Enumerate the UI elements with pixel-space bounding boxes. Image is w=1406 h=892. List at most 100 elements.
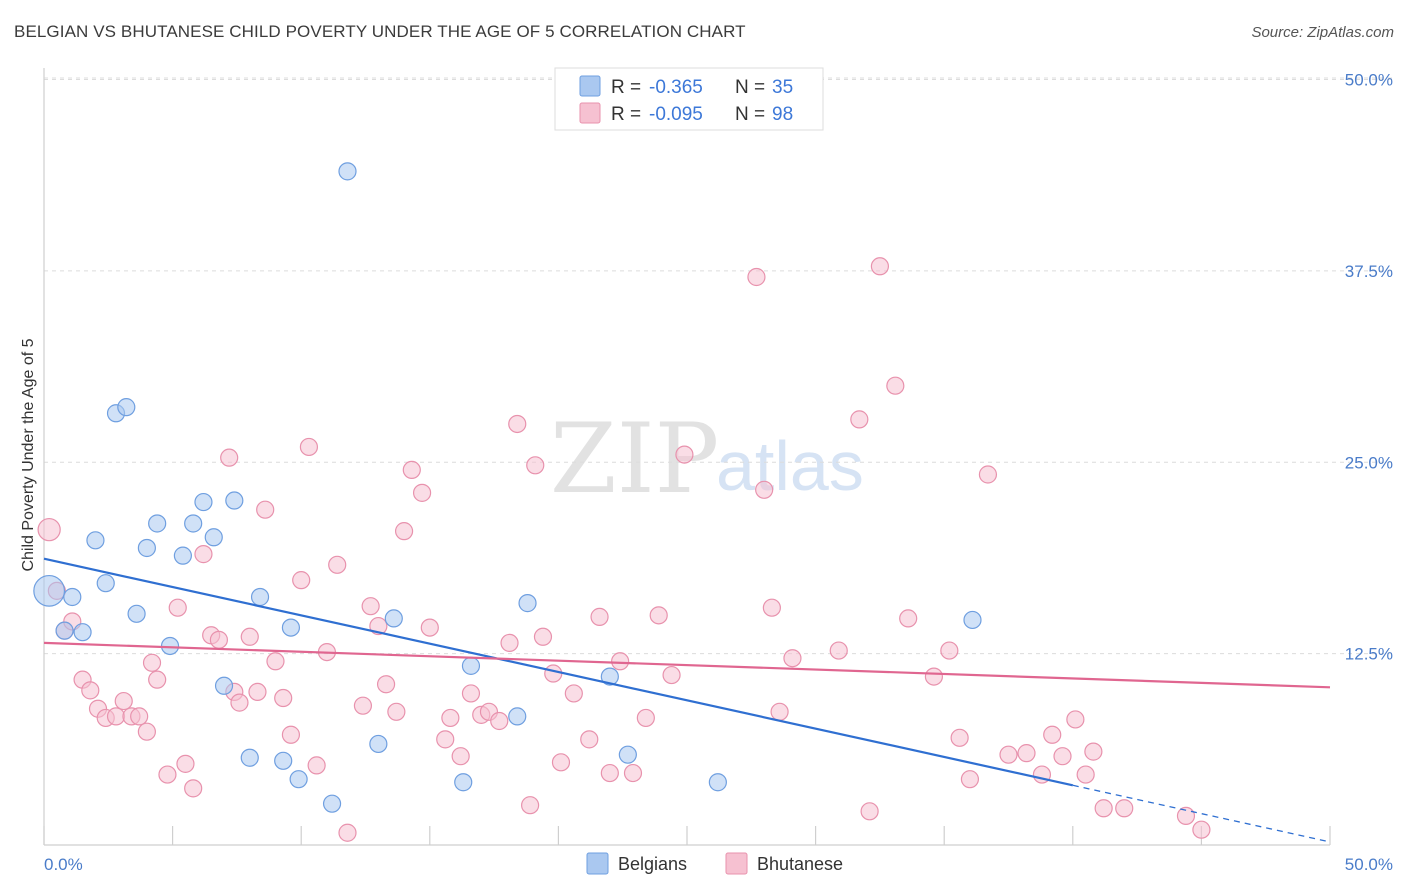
point-bhutanese [1176, 806, 1196, 826]
point-bhutanese [441, 708, 460, 728]
point-belgians [250, 587, 270, 607]
point-bhutanese [747, 267, 766, 287]
legend-r-value-belgians: -0.365 [649, 77, 703, 98]
point-bhutanese [106, 707, 126, 726]
point-bhutanese [490, 711, 509, 731]
y-tick-label: 25.0% [1345, 453, 1393, 472]
point-bhutanese [924, 667, 944, 686]
y-tick-label: 50.0% [1345, 71, 1393, 90]
point-bhutanese [130, 707, 149, 726]
trendline-bhutanese [43, 641, 1331, 689]
point-bhutanese [37, 517, 61, 542]
y-tick-labels: 12.5% 25.0% 37.5% 50.0% [1345, 71, 1393, 664]
point-bhutanese [960, 770, 980, 789]
point-bhutanese [1066, 710, 1085, 729]
point-bhutanese [675, 445, 694, 464]
x-tick-label: 0.0% [44, 855, 83, 874]
bottom-legend-swatch-bhutanese [725, 852, 748, 875]
chart-title: BELGIAN VS BHUTANESE CHILD POVERTY UNDER… [14, 22, 746, 41]
point-belgians [86, 531, 105, 550]
point-bhutanese [168, 598, 187, 617]
point-bhutanese [402, 460, 421, 480]
legend-swatch-bhutanese [579, 102, 601, 124]
point-bhutanese [860, 802, 879, 821]
point-bhutanese [580, 730, 599, 749]
point-bhutanese [209, 630, 228, 649]
x-tick-label: 50.0% [1345, 855, 1393, 874]
point-belgians [369, 734, 388, 754]
point-belgians [55, 621, 74, 640]
point-bhutanese [870, 257, 890, 276]
point-bhutanese [376, 675, 396, 694]
bottom-legend-label-bhutanese: Bhutanese [757, 854, 843, 874]
point-bhutanese [81, 681, 100, 700]
point-belgians [63, 587, 82, 607]
legend-r-label-belgians: R = [611, 77, 641, 98]
bottom-legend: Belgians Bhutanese [586, 852, 843, 875]
trendline-belgians [43, 557, 1074, 787]
point-bhutanese [978, 465, 998, 484]
point-belgians [137, 538, 156, 558]
x-tick-labels: 0.0% 50.0% [44, 855, 1393, 874]
point-bhutanese [521, 796, 540, 815]
bottom-legend-swatch-belgians [586, 852, 609, 875]
point-bhutanese [256, 500, 275, 519]
point-bhutanese [394, 522, 414, 541]
point-bhutanese [850, 410, 869, 429]
point-bhutanese [137, 722, 156, 741]
trend-lines [43, 557, 1331, 843]
point-belgians [461, 656, 481, 675]
point-belgians [600, 667, 619, 686]
point-bhutanese [1017, 744, 1036, 763]
point-belgians [184, 514, 203, 533]
point-bhutanese [142, 653, 162, 672]
point-belgians [117, 398, 136, 417]
point-bhutanese [590, 607, 609, 626]
watermark-zip: ZIP [550, 403, 719, 515]
legend-swatch-belgians [579, 75, 601, 97]
point-belgians [384, 609, 403, 628]
point-belgians [618, 745, 637, 764]
point-belgians [96, 574, 115, 593]
point-bhutanese [526, 456, 545, 475]
point-belgians [281, 618, 301, 637]
point-bhutanese [176, 754, 195, 773]
point-bhutanese [220, 448, 239, 467]
point-bhutanese [338, 823, 357, 842]
point-bhutanese [361, 597, 380, 616]
point-bhutanese [551, 753, 571, 772]
point-bhutanese [451, 747, 470, 766]
point-belgians [454, 773, 473, 792]
legend-n-value-belgians: 35 [772, 77, 793, 98]
point-bhutanese [544, 664, 563, 683]
point-bhutanese [940, 641, 959, 660]
grid-lines [44, 77, 1392, 655]
point-bhutanese [500, 633, 519, 653]
point-belgians [33, 574, 66, 607]
legend: R = -0.365 N = 35 R = -0.095 N = 98 [554, 67, 824, 131]
point-bhutanese [148, 670, 167, 689]
point-belgians [338, 162, 357, 181]
point-bhutanese [829, 641, 848, 660]
point-belgians [508, 707, 527, 726]
point-belgians [518, 594, 537, 613]
series-belgians [33, 162, 982, 813]
point-bhutanese [230, 693, 249, 712]
point-bhutanese [387, 702, 406, 721]
y-axis-label: Child Poverty Under the Age of 5 [20, 338, 37, 571]
point-belgians [708, 773, 727, 792]
point-bhutanese [1115, 799, 1134, 818]
point-bhutanese [1084, 742, 1103, 761]
legend-n-value-bhutanese: 98 [772, 104, 793, 125]
point-bhutanese [1192, 820, 1211, 839]
point-bhutanese [299, 437, 319, 457]
point-bhutanese [274, 688, 293, 708]
point-bhutanese [770, 702, 789, 721]
point-belgians [289, 770, 308, 789]
point-belgians [322, 794, 342, 813]
point-bhutanese [420, 618, 439, 637]
point-bhutanese [623, 763, 643, 783]
point-belgians [963, 610, 982, 630]
point-bhutanese [412, 483, 432, 502]
